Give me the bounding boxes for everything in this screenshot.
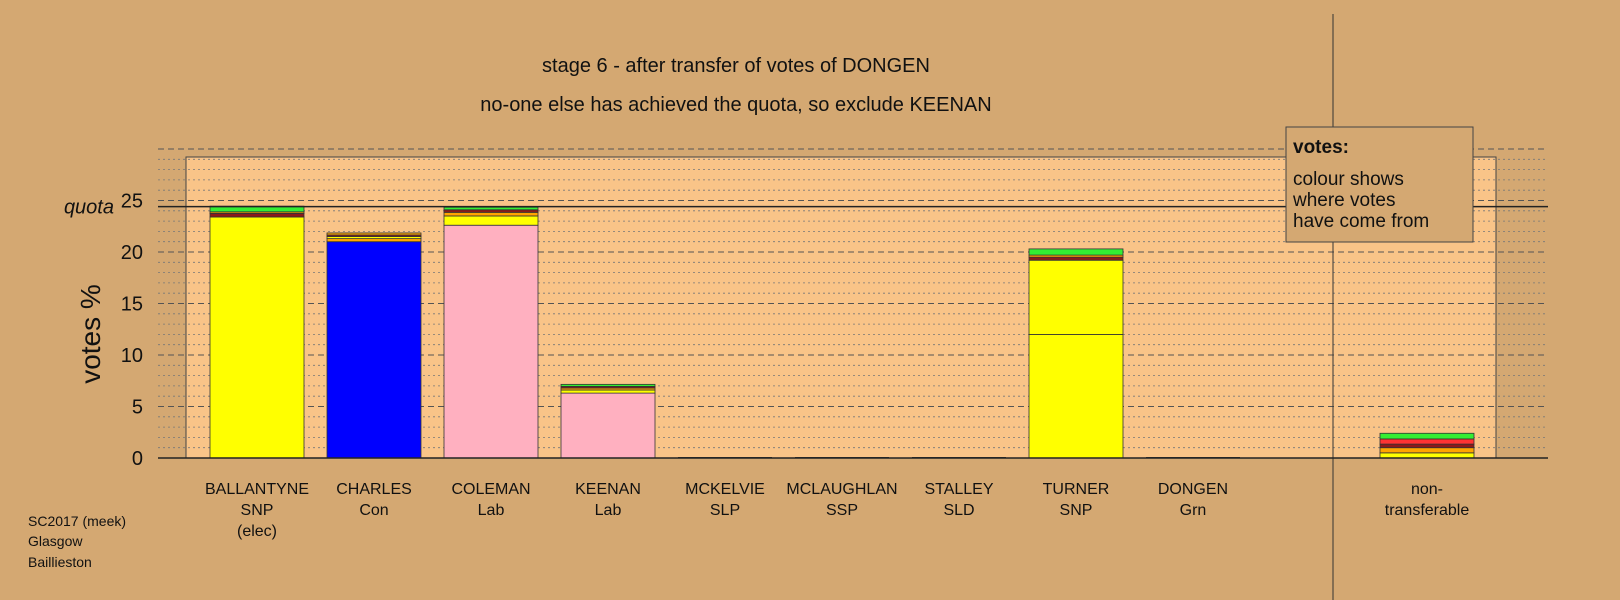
candidate-party: Lab: [478, 502, 505, 519]
candidate-party: SSP: [826, 502, 858, 519]
bar-segment: [1379, 432, 1475, 440]
nontransferable-label-line1: non-: [1411, 481, 1443, 498]
bar-segment: [1379, 438, 1475, 445]
bar-segment: [560, 389, 656, 394]
legend-box: [1285, 126, 1474, 243]
y-tick-label: 25: [121, 191, 143, 213]
bar-segment: [443, 211, 539, 217]
bar-segment: [326, 232, 422, 236]
y-tick-label: 0: [132, 448, 143, 470]
bar-segment: [1379, 452, 1475, 459]
legend-line-1: colour shows: [1293, 169, 1404, 190]
candidate-name: MCKELVIE: [685, 481, 765, 498]
bar-segment: [209, 212, 305, 218]
bar-segment: [443, 224, 539, 459]
candidate-name: CHARLES: [336, 481, 412, 498]
candidate-party: Lab: [595, 502, 622, 519]
bar-segment: [443, 206, 539, 211]
candidate-name: BALLANTYNE: [205, 481, 309, 498]
bar-segment: [560, 383, 656, 387]
chart-title: stage 6 - after transfer of votes of DON…: [542, 55, 930, 77]
candidate-name: TURNER: [1043, 481, 1110, 498]
bar-segment: [326, 241, 422, 459]
y-tick-label: 10: [121, 345, 143, 367]
y-tick-label: 15: [121, 294, 143, 316]
candidate-labels: BALLANTYNE SNP (elec) CHARLES Con COLEMAN Lab K…: [205, 481, 1228, 540]
y-axis-label: votes %: [75, 284, 106, 384]
candidate-status: (elec): [237, 523, 277, 540]
bar-segment: [1028, 333, 1124, 459]
bar-segment: [326, 238, 422, 243]
footer-line-2: Glasgow: [28, 533, 83, 549]
candidate-name: STALLEY: [924, 481, 993, 498]
candidate-party: Grn: [1180, 502, 1207, 519]
bar-segment: [1028, 248, 1124, 256]
candidate-party: SNP: [1060, 502, 1093, 519]
legend-title: votes:: [1293, 137, 1349, 158]
candidate-name: COLEMAN: [451, 481, 530, 498]
candidate-party: SNP: [241, 502, 274, 519]
candidate-name: DONGEN: [1158, 481, 1228, 498]
y-axis-ticks: 0 5 10 15 20 25: [121, 191, 143, 471]
bar-segment: [1028, 256, 1124, 261]
bar-segment: [209, 216, 305, 459]
candidate-party: SLP: [710, 502, 740, 519]
candidate-name: KEENAN: [575, 481, 641, 498]
y-tick-label: 20: [121, 242, 143, 264]
bar-segment: [1379, 443, 1475, 449]
footer-line-3: Baillieston: [28, 554, 92, 570]
candidate-name: MCLAUGHLAN: [786, 481, 897, 498]
nontransferable-label-line2: transferable: [1385, 502, 1470, 519]
chart-subtitle: no-one else has achieved the quota, so e…: [480, 94, 991, 116]
legend: votes: colour shows where votes have com…: [1285, 126, 1474, 243]
y-tick-label: 5: [132, 397, 143, 419]
bar-segment: [560, 392, 656, 459]
candidate-party: Con: [359, 502, 388, 519]
bar-segment: [1379, 447, 1475, 454]
bar-segment: [1028, 259, 1124, 335]
candidate-party: SLD: [943, 502, 974, 519]
bars: [209, 205, 1475, 459]
legend-line-2: where votes: [1292, 190, 1395, 211]
bar-segment: [443, 215, 539, 226]
footer-line-1: SC2017 (meek): [28, 513, 126, 529]
quota-label: quota: [64, 197, 114, 219]
legend-line-3: have come from: [1293, 211, 1429, 232]
